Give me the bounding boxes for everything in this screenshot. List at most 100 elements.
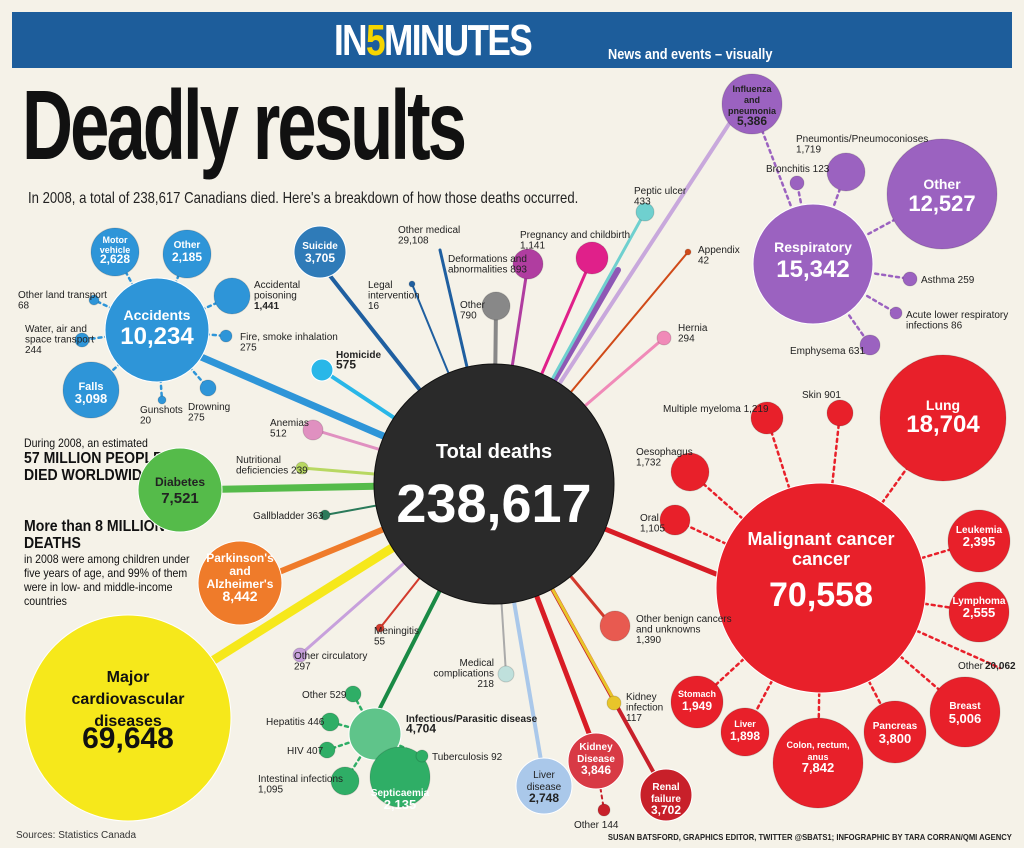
page-title: Deadly results bbox=[22, 70, 467, 180]
appendix-bubble bbox=[684, 248, 692, 256]
cancer-label: Malignant cancer bbox=[747, 529, 894, 549]
total-value: 238,617 bbox=[396, 474, 591, 534]
label-text: Water, air and space transport 244 bbox=[25, 324, 94, 356]
label-text: HIV 407 bbox=[287, 746, 324, 757]
label-text: Deformations and abnormalities 893 bbox=[448, 254, 527, 276]
hernia-bubble bbox=[656, 330, 672, 346]
label-text: Multiple myeloma 1,219 bbox=[663, 404, 769, 415]
suicide-bubble bbox=[293, 225, 347, 279]
label-text: Accidents 10,234 bbox=[120, 307, 194, 350]
label-text: Respiratory 15,342 bbox=[774, 239, 852, 283]
renal-failure-bubble bbox=[639, 768, 693, 822]
label-text: Bronchitis 123 bbox=[766, 164, 830, 175]
source-note: Sources: Statistics Canada bbox=[16, 830, 137, 841]
cancer-other-label: Other bbox=[958, 661, 984, 672]
acc-sub-bubble bbox=[88, 294, 100, 306]
inf-sub-bubble bbox=[330, 766, 360, 796]
cancer-sub-bubble bbox=[670, 675, 724, 729]
parkinsons-bubble bbox=[197, 540, 283, 626]
acc-sub-bubble bbox=[90, 227, 140, 277]
label-text: Other 2,185 bbox=[172, 240, 202, 264]
cancer-value: 70,558 bbox=[769, 576, 873, 614]
label-text: Pregnancy and childbirth 1,141 bbox=[520, 230, 630, 252]
label-text: Lymphoma 2,555 bbox=[953, 596, 1006, 620]
label-text: Diabetes 7,521 bbox=[155, 475, 205, 507]
inf-sub-bubble bbox=[320, 712, 340, 732]
label-text: Gunshots 20 bbox=[140, 405, 183, 427]
cancer-label-2: cancer bbox=[792, 549, 850, 569]
benign-cancers-bubble bbox=[599, 610, 631, 642]
label-text: Fire, smoke inhalation 275 bbox=[240, 332, 338, 354]
resp-sub-bubble bbox=[789, 175, 805, 191]
resp-sub-bubble bbox=[826, 152, 866, 192]
label-text: Nutritional deficiencies 239 bbox=[236, 455, 308, 477]
cardiovascular-bubble bbox=[24, 614, 232, 822]
resp-sub-bubble bbox=[886, 138, 998, 250]
resp-sub-bubble bbox=[859, 334, 881, 356]
label-text: Kidney Disease 3,846 bbox=[577, 742, 615, 777]
label-text: Accidental poisoning 1,441 bbox=[254, 280, 300, 312]
gallbladder-bubble bbox=[319, 509, 331, 521]
label-text: Other land transport 68 bbox=[18, 290, 107, 312]
brand-logo: IN5MINUTES bbox=[334, 16, 533, 65]
label-text: Hernia 294 bbox=[678, 323, 708, 345]
label-text: Other 790 bbox=[460, 300, 486, 322]
label-text: Hepatitis 446 bbox=[266, 717, 325, 728]
label-text: Meningitis 55 bbox=[374, 626, 419, 648]
label-text: Emphysema 631 bbox=[790, 346, 865, 357]
label-text: Oral 1,105 bbox=[640, 513, 665, 535]
other-kidney-bubble bbox=[597, 803, 611, 817]
label-text: 20,062 bbox=[985, 661, 1016, 672]
header-banner: IN5MINUTES News and events – visually bbox=[12, 12, 1012, 68]
label-text: Lung 18,704 bbox=[906, 397, 980, 438]
pregnancy-bubble bbox=[575, 241, 609, 275]
other-circulatory-bubble bbox=[292, 647, 308, 663]
acc-sub-bubble bbox=[219, 329, 233, 343]
label-text: Skin 901 bbox=[802, 390, 841, 401]
label-text: Other circulatory 297 bbox=[294, 651, 367, 673]
worldwide-note: During 2008, an estimated 57 MILLION PEOP… bbox=[24, 436, 163, 484]
label-text: Major cardiovascular diseases 69,648 bbox=[72, 669, 185, 755]
medical-complications-bubble bbox=[497, 665, 515, 683]
cancer-sub-bubble bbox=[670, 452, 710, 492]
inf-sub-bubble bbox=[318, 741, 336, 759]
nutritional-bubble bbox=[295, 461, 309, 475]
label-text: Leukemia 2,395 bbox=[956, 525, 1003, 549]
label-text: Colon, rectum, anus 7,842 bbox=[786, 740, 849, 775]
label-text: Medical complications 218 bbox=[433, 658, 494, 690]
diabetes-bubble bbox=[137, 447, 223, 533]
children-note: More than 8 MILLION DEATHS in 2008 were a… bbox=[24, 518, 190, 608]
label-text: Parkinson's and Alzheimer's 8,442 bbox=[206, 551, 274, 604]
cancer-sub-bubble bbox=[929, 676, 1001, 748]
subtitle: In 2008, a total of 238,617 Canadians di… bbox=[28, 190, 579, 207]
acc-sub-bubble bbox=[213, 277, 251, 315]
inf-sub-bubble bbox=[369, 746, 431, 808]
label-text: Septicaemia 2,135 bbox=[371, 788, 430, 812]
label-text: Appendix 42 bbox=[698, 245, 740, 267]
label-text: Kidney infection 117 bbox=[626, 692, 663, 724]
cancer-sub-bubble bbox=[720, 707, 770, 757]
inf-sub-bubble bbox=[344, 685, 362, 703]
acc-sub-bubble bbox=[157, 395, 167, 405]
homicide-bubble bbox=[310, 358, 334, 382]
acc-sub-bubble bbox=[74, 332, 90, 348]
label-text: Stomach 1,949 bbox=[678, 689, 716, 713]
cancer-sub-bubble bbox=[863, 700, 927, 764]
cancer-sub-bubble bbox=[879, 354, 1007, 482]
cancer-sub-bubble bbox=[772, 717, 864, 809]
label-text: Peptic ulcer 433 bbox=[634, 186, 687, 208]
cancer-sub-bubble bbox=[948, 581, 1010, 643]
kidney-disease-bubble bbox=[567, 732, 625, 790]
label-text: Other 144 bbox=[574, 820, 619, 831]
total-deaths-bubble bbox=[373, 363, 615, 605]
label-text: Acute lower respiratory infections 86 bbox=[906, 310, 1008, 332]
label-text: Pneumontis/Pneumoconioses 1,719 bbox=[796, 134, 928, 156]
cancer-sub-bubble bbox=[947, 509, 1011, 573]
kidney-infection-bubble bbox=[606, 695, 622, 711]
label-text: Pancreas 3,800 bbox=[873, 721, 918, 746]
label-text: Renal failure 3,702 bbox=[651, 782, 681, 817]
malignant-cancer-bubble bbox=[715, 482, 927, 694]
label-text: Other 529 bbox=[302, 690, 347, 701]
anemias-bubble bbox=[302, 419, 324, 441]
